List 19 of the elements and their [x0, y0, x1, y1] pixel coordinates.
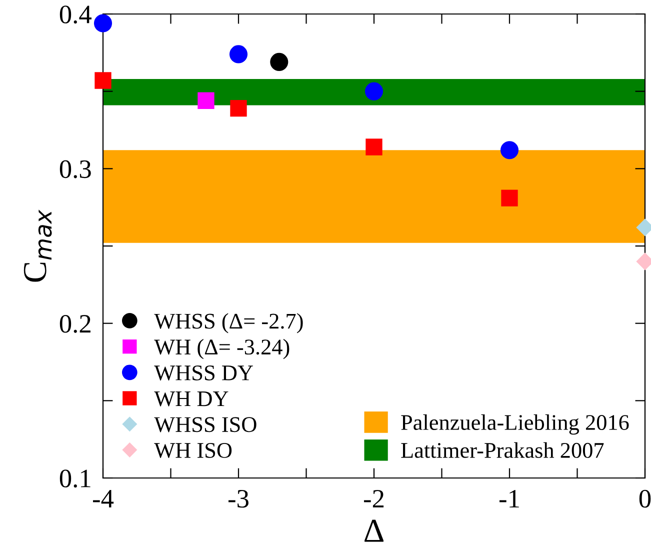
legend-label: Palenzuela-Liebling 2016 [401, 414, 629, 435]
x-tick-label: -4 [92, 490, 114, 508]
x-tick-label: -2 [364, 490, 384, 508]
y-axis-title: C$_{max}$ [24, 210, 52, 282]
legend-label: WH DY [154, 391, 228, 406]
legend-label: WHSS ISO [154, 417, 256, 432]
y-tick-label: 0.1 [60, 470, 90, 488]
y-tick-label: 0.4 [60, 6, 92, 24]
legend-label: Lattimer-Prakash 2007 [401, 442, 604, 458]
x-tick-label: -3 [228, 490, 248, 508]
legend-label: WHSS DY [154, 365, 253, 381]
y-tick-label: 0.3 [60, 160, 91, 178]
x-tick-label: -1 [499, 490, 519, 508]
legend-label: WH ISO [154, 442, 232, 458]
x-tick-label: 0 [639, 490, 651, 508]
y-tick-label: 0.2 [60, 314, 90, 333]
x-axis-title: Δ [364, 520, 384, 542]
legend-label: WH (Δ= -3.24) [154, 338, 290, 360]
legend-label: WHSS (Δ= -2.7) [154, 313, 303, 334]
